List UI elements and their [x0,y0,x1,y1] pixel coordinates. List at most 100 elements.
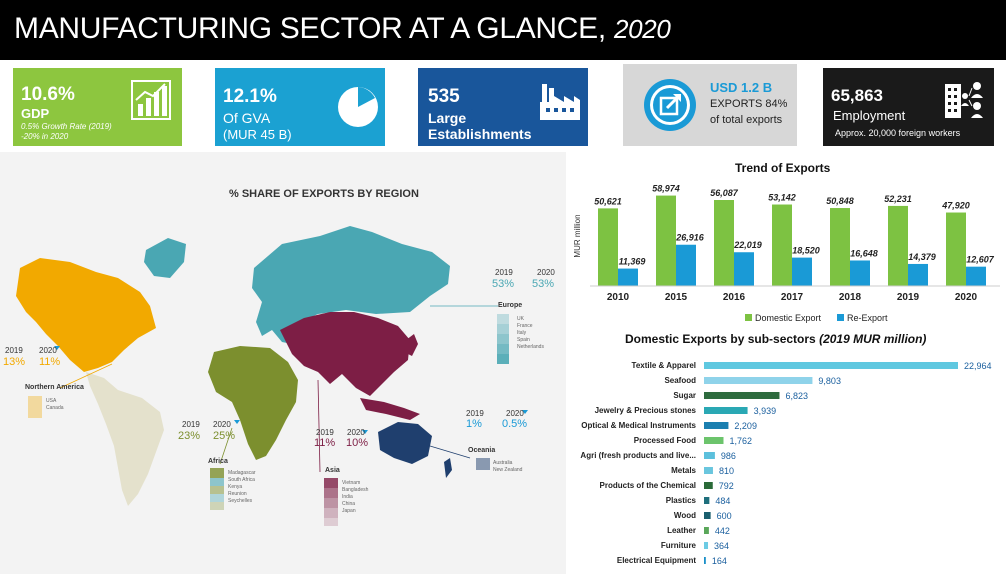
category-label: Leather [667,526,696,535]
bar-reexport-2015 [676,244,696,286]
bar-subsector-9 [704,497,710,504]
kpi-gdp-value: 10.6% [21,84,75,105]
na-name: Northern America [25,384,84,391]
category-label: Optical & Medical Instruments [581,421,696,430]
kpi-establishments: 535 Large Establishments [418,68,588,146]
bar-subsector-0 [704,362,958,369]
data-label: 22,019 [733,240,762,250]
data-label: 50,621 [594,196,622,206]
kpi-emp-label: Employment [833,108,906,123]
bar-reexport-2010 [618,268,638,286]
kpi-exp-line1: EXPORTS 84% [710,98,788,110]
bar-domestic-2016 [714,199,734,286]
page-title-year: 2020 [613,14,671,44]
data-label: 58,974 [652,184,680,194]
data-label: 16,648 [850,248,878,258]
bar-chart-icon [131,80,171,120]
kpi-gdp-note1: 0.5% Growth Rate (2019) [21,122,112,131]
oceania-label-2019: 2019 [466,409,484,418]
world-map [16,226,528,526]
building-people-icon [945,82,983,118]
bar-subsector-10 [704,512,711,519]
bar-subsector-6 [704,452,715,459]
oceania-legend-swatches [476,458,490,470]
bar-reexport-2019 [908,263,928,286]
data-label: 47,920 [941,201,970,211]
data-label: 600 [717,511,732,521]
kpi-employment: 65,863 Employment Approx. 20,000 foreign… [823,68,994,146]
na-label-2019: 2019 [5,346,23,355]
asia-label-2019: 2019 [316,428,334,437]
oceania-countries: Australia New Zealand [493,460,523,473]
bar-domestic-2010 [598,208,618,286]
category-label: Metals [671,466,696,475]
bar-domestic-2019 [888,205,908,286]
kpi-est-label2: Establishments [428,126,532,142]
bar-subsector-2 [704,392,780,399]
bar-subsector-4 [704,422,729,429]
data-label: 1,762 [729,436,752,446]
data-label: 14,379 [908,252,936,262]
kpi-est-value: 535 [428,86,460,107]
category-label: Textile & Apparel [632,361,696,370]
x-tick-label: 2017 [781,292,804,303]
bar-subsector-13 [704,557,706,564]
data-label: 50,848 [826,196,854,206]
page-title: MANUFACTURING SECTOR AT A GLANCE, 2020 [14,12,671,45]
new-zealand-shape [444,458,452,478]
bar-subsector-7 [704,467,713,474]
south-america-shape [86,372,164,506]
asia-pct-2020: 10% [346,437,369,449]
x-tick-label: 2019 [897,292,920,303]
data-label: 9,803 [818,376,841,386]
africa-name: Africa [208,458,228,465]
kpi-gva-sub: (MUR 45 B) [223,127,292,142]
bar-subsector-8 [704,482,713,489]
se-asia-islands-shape [360,398,420,420]
legend-swatch [837,314,844,321]
na-countries: USA Canada [46,398,64,411]
category-label: Seafood [664,376,696,385]
bar-subsector-1 [704,377,813,384]
asia-name: Asia [325,467,340,474]
europe-pct-2019: 53% [492,278,515,290]
category-label: Wood [674,511,696,520]
oceania-label-2020: 2020 [506,409,524,418]
north-america-shape [16,258,156,372]
africa-pct-2019: 23% [178,430,201,442]
bar-domestic-2015 [656,195,676,286]
oceania-name: Oceania [468,447,496,454]
europe-legend-swatches [497,314,509,364]
japan-shape [404,334,418,356]
export-arrow-icon [644,79,696,131]
na-pct-2020: 11% [39,356,61,368]
africa-label-2020: 2020 [213,420,231,429]
europe-countries: UK France Italy Spain Netherlands [517,316,544,350]
data-label: 810 [719,466,734,476]
europe-pct-2020: 53% [532,278,555,290]
category-label: Jewelry & Precious stones [595,406,697,415]
x-tick-label: 2020 [955,292,978,303]
na-pct-2019: 13% [3,356,26,368]
asia-region-shape [280,312,410,396]
data-label: 11,369 [619,257,646,267]
trend-chart-title: Trend of Exports [735,161,831,175]
category-label: Sugar [673,391,696,400]
data-label: 484 [715,496,730,506]
oceania-pct-2019: 1% [466,418,482,430]
legend-label: Re-Export [847,313,888,323]
category-label: Plastics [666,496,697,505]
x-tick-label: 2018 [839,292,862,303]
africa-countries: Madagascar South Africa Kenya Reunion Seyche… [228,470,256,504]
category-label: Furniture [661,541,697,550]
bar-reexport-2016 [734,252,754,286]
kpi-est-label1: Large [428,110,467,126]
bar-subsector-12 [704,542,709,549]
data-label: 22,964 [964,361,992,371]
data-label: 442 [715,526,730,536]
category-label: Processed Food [634,436,696,445]
subsector-chart-title: Domestic Exports by sub-sectors (2019 MU… [625,332,927,346]
oceania-pct-2020: 0.5% [502,418,528,430]
kpi-gdp: 10.6% GDP 0.5% Growth Rate (2019) -20% i… [13,68,182,146]
subsector-exports-chart: Textile & Apparel 22,964 Seafood 9,803 Sugar… [580,361,992,566]
